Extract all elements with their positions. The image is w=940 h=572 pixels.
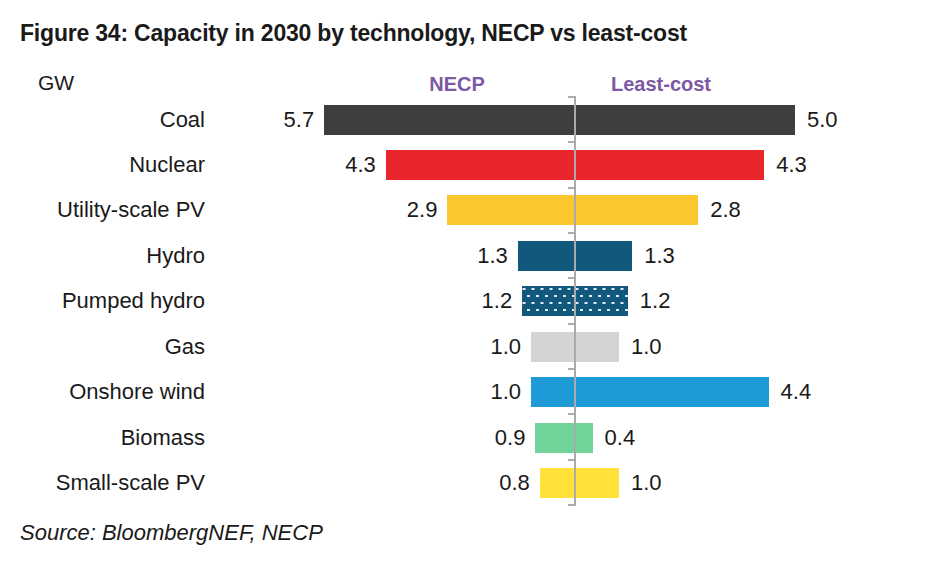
value-necp: 1.3 — [477, 243, 508, 269]
center-axis — [574, 96, 576, 506]
axis-tick — [568, 413, 574, 415]
axis-tick — [568, 96, 574, 98]
bar-necp — [386, 150, 575, 180]
bar-least-cost — [575, 286, 628, 316]
chart-row-hydro: Hydro 1.3 1.3 — [0, 233, 940, 278]
value-necp: 2.9 — [407, 197, 438, 223]
value-least-cost: 1.2 — [640, 288, 671, 314]
value-least-cost: 4.4 — [781, 379, 812, 405]
bar-necp — [540, 468, 575, 498]
category-label: Coal — [160, 107, 205, 133]
bar-necp — [535, 423, 575, 453]
value-least-cost: 1.3 — [644, 243, 675, 269]
axis-tick — [568, 459, 574, 461]
bar-necp — [447, 195, 575, 225]
value-necp: 4.3 — [345, 152, 376, 178]
category-label: Small-scale PV — [56, 470, 205, 496]
category-label: Onshore wind — [69, 379, 205, 405]
unit-label: GW — [38, 71, 74, 95]
value-necp: 1.0 — [490, 334, 521, 360]
butterfly-chart: Coal 5.7 5.0 Nuclear 4.3 4.3 Utility-scale PV 2… — [0, 97, 940, 506]
category-label: Pumped hydro — [62, 288, 205, 314]
category-label: Nuclear — [129, 152, 205, 178]
value-necp: 1.2 — [482, 288, 513, 314]
bar-necp — [531, 332, 575, 362]
bar-least-cost — [575, 105, 795, 135]
chart-row-small-scale-pv: Small-scale PV 0.8 1.0 — [0, 461, 940, 506]
value-least-cost: 1.0 — [631, 470, 662, 496]
value-necp: 5.7 — [284, 107, 315, 133]
bar-least-cost — [575, 332, 619, 362]
value-least-cost: 2.8 — [710, 197, 741, 223]
axis-tick — [568, 323, 574, 325]
category-label: Hydro — [146, 243, 205, 269]
chart-row-biomass: Biomass 0.9 0.4 — [0, 415, 940, 460]
bar-least-cost — [575, 468, 619, 498]
chart-row-utility-scale-pv: Utility-scale PV 2.9 2.8 — [0, 188, 940, 233]
category-label: Utility-scale PV — [57, 197, 205, 223]
bar-least-cost — [575, 377, 769, 407]
series-header-least-cost: Least-cost — [611, 73, 711, 96]
chart-row-onshore-wind: Onshore wind 1.0 4.4 — [0, 370, 940, 415]
chart-row-gas: Gas 1.0 1.0 — [0, 324, 940, 369]
bar-least-cost — [575, 241, 632, 271]
bar-least-cost — [575, 423, 593, 453]
axis-tick — [568, 187, 574, 189]
category-label: Biomass — [121, 425, 205, 451]
source-note: Source: BloombergNEF, NECP — [20, 520, 323, 546]
value-necp: 0.9 — [495, 425, 526, 451]
series-header-necp: NECP — [429, 73, 485, 96]
value-least-cost: 5.0 — [807, 107, 838, 133]
value-least-cost: 4.3 — [776, 152, 807, 178]
axis-tick — [568, 277, 574, 279]
chart-row-nuclear: Nuclear 4.3 4.3 — [0, 142, 940, 187]
bar-least-cost — [575, 195, 698, 225]
axis-tick — [568, 368, 574, 370]
chart-row-pumped-hydro: Pumped hydro 1.2 1.2 — [0, 279, 940, 324]
axis-tick — [568, 141, 574, 143]
category-label: Gas — [165, 334, 205, 360]
bar-necp — [522, 286, 575, 316]
axis-tick — [568, 504, 574, 506]
chart-row-coal: Coal 5.7 5.0 — [0, 97, 940, 142]
bar-least-cost — [575, 150, 764, 180]
bar-necp — [518, 241, 575, 271]
value-necp: 0.8 — [499, 470, 530, 496]
figure-title: Figure 34: Capacity in 2030 by technolog… — [20, 20, 687, 47]
value-necp: 1.0 — [490, 379, 521, 405]
value-least-cost: 0.4 — [605, 425, 636, 451]
axis-tick — [568, 232, 574, 234]
bar-necp — [324, 105, 575, 135]
bar-necp — [531, 377, 575, 407]
value-least-cost: 1.0 — [631, 334, 662, 360]
